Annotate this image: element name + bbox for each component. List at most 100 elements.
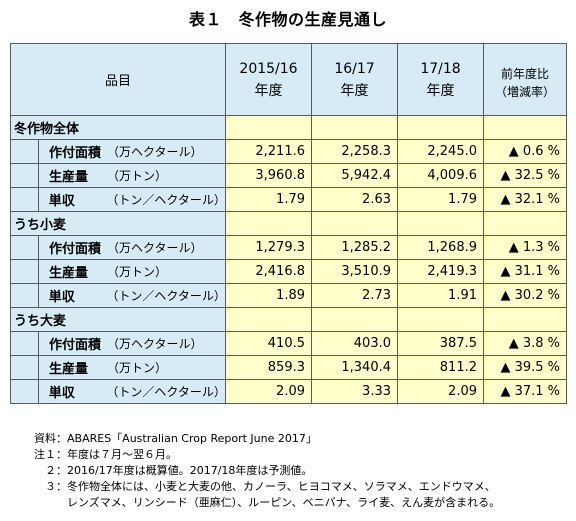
value-cell-year-2: 2.73	[311, 283, 398, 308]
item-unit: （万ヘクタール）	[107, 145, 203, 159]
item-name: 生産量	[49, 266, 89, 281]
value-cell-year-3: 1.91	[397, 283, 484, 308]
value-cell-year-1: 1.89	[225, 283, 312, 308]
data-row: 単収 （トン／ヘクタール） 2.09 3.33 2.09 ▲ 37.1 %	[10, 379, 567, 404]
empty-value-cell	[483, 307, 567, 332]
value-cell-year-3: 387.5	[397, 331, 484, 356]
item-name: 生産量	[49, 362, 89, 377]
data-row: 生産量 （万トン） 859.3 1,340.4 811.2 ▲ 39.5 %	[10, 355, 567, 380]
value-cell-year-1: 859.3	[225, 355, 312, 380]
item-unit: （トン／ヘクタール）	[106, 193, 226, 207]
row-label: 単収 （トン／ヘクタール）	[10, 379, 226, 404]
row-label: 生産量 （万トン）	[10, 355, 226, 380]
item-name: 生産量	[49, 170, 89, 185]
empty-value-cell	[397, 115, 484, 140]
item-unit: （トン／ヘクタール）	[106, 385, 226, 399]
item-unit: （トン／ヘクタール）	[106, 289, 226, 303]
value-cell-year-3: 2,245.0	[397, 139, 484, 164]
data-row: 作付面積 （万ヘクタール） 2,211.6 2,258.3 2,245.0 ▲ 0.6 %	[10, 139, 567, 164]
row-label: 単収 （トン／ヘクタール）	[10, 187, 226, 212]
data-row: 単収 （トン／ヘクタール） 1.79 2.63 1.79 ▲ 32.1 %	[10, 187, 567, 212]
empty-value-cell	[311, 115, 398, 140]
note-2: ２：2016/17年度は概算値。2017/18年度は予測値。	[34, 464, 313, 477]
row-label: 生産量 （万トン）	[10, 163, 226, 188]
item-name: 作付面積	[49, 242, 102, 257]
section-row: うち小麦	[10, 211, 567, 236]
empty-value-cell	[311, 307, 398, 332]
value-cell-year-2: 2.63	[311, 187, 398, 212]
value-cell-year-2: 5,942.4	[311, 163, 398, 188]
change-cell: ▲ 1.3 %	[483, 235, 567, 260]
value-cell-year-3: 2,419.3	[397, 259, 484, 284]
empty-value-cell	[483, 115, 567, 140]
section-label: うち小麦	[10, 211, 226, 236]
data-row: 生産量 （万トン） 2,416.8 3,510.9 2,419.3 ▲ 31.1 %	[10, 259, 567, 284]
value-cell-year-2: 3,510.9	[311, 259, 398, 284]
value-cell-year-3: 1,268.9	[397, 235, 484, 260]
year-header-1: 2015/16 年度	[225, 43, 312, 116]
section-row: 冬作物全体	[10, 115, 567, 140]
value-cell-year-1: 2,211.6	[225, 139, 312, 164]
item-name: 単収	[48, 290, 75, 305]
data-row: 作付面積 （万ヘクタール） 410.5 403.0 387.5 ▲ 3.8 %	[10, 331, 567, 356]
item-name: 作付面積	[49, 146, 102, 161]
item-unit: （万トン）	[107, 169, 168, 183]
item-unit: （万トン）	[107, 361, 168, 375]
change-cell: ▲ 30.2 %	[483, 283, 567, 308]
change-cell: ▲ 0.6 %	[483, 139, 567, 164]
source-note: 資料：ABARES「Australian Crop Report June 20…	[34, 432, 317, 445]
change-header: 前年度比 （増減率）	[483, 43, 567, 116]
empty-value-cell	[225, 307, 312, 332]
value-cell-year-2: 1,340.4	[311, 355, 398, 380]
value-cell-year-1: 3,960.8	[225, 163, 312, 188]
section-label: うち大麦	[10, 307, 226, 332]
year-header-3: 17/18 年度	[397, 43, 484, 116]
footnotes: 資料：ABARES「Australian Crop Report June 20…	[34, 431, 500, 511]
value-cell-year-2: 403.0	[311, 331, 398, 356]
item-column-header: 品目	[10, 43, 226, 116]
row-label: 作付面積 （万ヘクタール）	[10, 235, 226, 260]
empty-value-cell	[225, 211, 312, 236]
section-row: うち大麦	[10, 307, 567, 332]
note-3-continued: レンズマメ、リンシード（亜麻仁）、ルーピン、ベニバナ、ライ麦、えん麦が含まれる。	[34, 496, 501, 509]
change-cell: ▲ 39.5 %	[483, 355, 567, 380]
note-1: 注１：年度は７月～翌６月。	[34, 448, 177, 461]
value-cell-year-2: 2,258.3	[311, 139, 398, 164]
value-cell-year-2: 3.33	[311, 379, 398, 404]
value-cell-year-1: 1.79	[225, 187, 312, 212]
section-label: 冬作物全体	[10, 115, 226, 140]
value-cell-year-1: 410.5	[225, 331, 312, 356]
empty-value-cell	[225, 115, 312, 140]
change-cell: ▲ 31.1 %	[483, 259, 567, 284]
value-cell-year-1: 2,416.8	[225, 259, 312, 284]
note-3: ３：冬作物全体には、小麦と大麦の他、カノーラ、ヒヨコマメ、ソラマメ、エンドウマメ…	[34, 480, 496, 493]
value-cell-year-3: 2.09	[397, 379, 484, 404]
value-cell-year-3: 4,009.6	[397, 163, 484, 188]
change-cell: ▲ 32.1 %	[483, 187, 567, 212]
table-title: 表１ 冬作物の生産見通し	[188, 10, 387, 29]
item-name: 作付面積	[49, 338, 102, 353]
item-name: 単収	[48, 194, 75, 209]
value-cell-year-3: 1.79	[397, 187, 484, 212]
change-cell: ▲ 3.8 %	[483, 331, 567, 356]
header-row: 品目 2015/16 年度 16/17 年度 17/18 年度 前年度比 （増減…	[10, 43, 567, 116]
change-cell: ▲ 37.1 %	[483, 379, 567, 404]
row-label: 作付面積 （万ヘクタール）	[10, 139, 226, 164]
value-cell-year-2: 1,285.2	[311, 235, 398, 260]
value-cell-year-1: 2.09	[225, 379, 312, 404]
empty-value-cell	[397, 211, 484, 236]
value-cell-year-1: 1,279.3	[225, 235, 312, 260]
row-label: 作付面積 （万ヘクタール）	[10, 331, 226, 356]
data-row: 作付面積 （万ヘクタール） 1,279.3 1,285.2 1,268.9 ▲ 1.3 %	[10, 235, 567, 260]
crop-forecast-table: 品目 2015/16 年度 16/17 年度 17/18 年度 前年度比 （増減…	[10, 43, 567, 404]
empty-value-cell	[397, 307, 484, 332]
item-unit: （万トン）	[107, 265, 168, 279]
item-unit: （万ヘクタール）	[107, 337, 203, 351]
row-label: 単収 （トン／ヘクタール）	[10, 283, 226, 308]
empty-value-cell	[483, 211, 567, 236]
empty-value-cell	[311, 211, 398, 236]
data-row: 単収 （トン／ヘクタール） 1.89 2.73 1.91 ▲ 30.2 %	[10, 283, 567, 308]
year-header-2: 16/17 年度	[311, 43, 398, 116]
item-name: 単収	[48, 386, 75, 401]
value-cell-year-3: 811.2	[397, 355, 484, 380]
